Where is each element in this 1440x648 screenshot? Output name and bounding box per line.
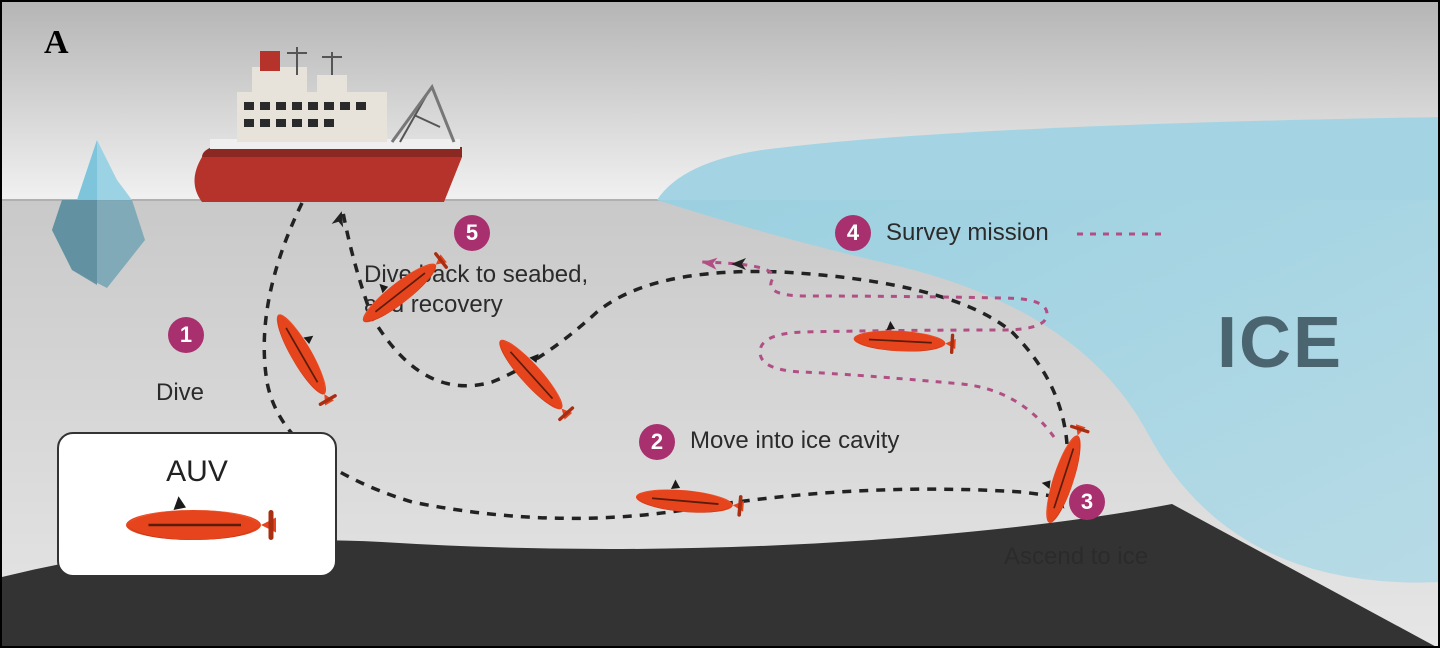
step-badge-5: 5 bbox=[454, 215, 490, 251]
auv-legend-title: AUV bbox=[166, 455, 228, 489]
auv-legend-vehicle bbox=[116, 495, 279, 555]
step-label-2: Move into ice cavity bbox=[690, 426, 899, 456]
step-label-1: Dive bbox=[156, 378, 204, 408]
step-badge-4: 4 bbox=[835, 215, 871, 251]
diagram-frame: A ICE 1Dive2Move into ice cavity3Ascend … bbox=[0, 0, 1440, 648]
survey-legend-dash bbox=[1077, 230, 1167, 238]
step-label-4: Survey mission bbox=[886, 218, 1049, 248]
step-label-3: Ascend to ice bbox=[1004, 542, 1148, 572]
ice-label: ICE bbox=[1217, 302, 1343, 384]
panel-label: A bbox=[44, 24, 69, 62]
step-badge-1: 1 bbox=[168, 317, 204, 353]
auv-vehicle-6 bbox=[846, 318, 959, 366]
research-ship-icon bbox=[182, 47, 482, 222]
step-badge-2: 2 bbox=[639, 424, 675, 460]
iceberg-icon bbox=[37, 130, 157, 295]
auv-legend-box: AUV bbox=[57, 432, 337, 577]
